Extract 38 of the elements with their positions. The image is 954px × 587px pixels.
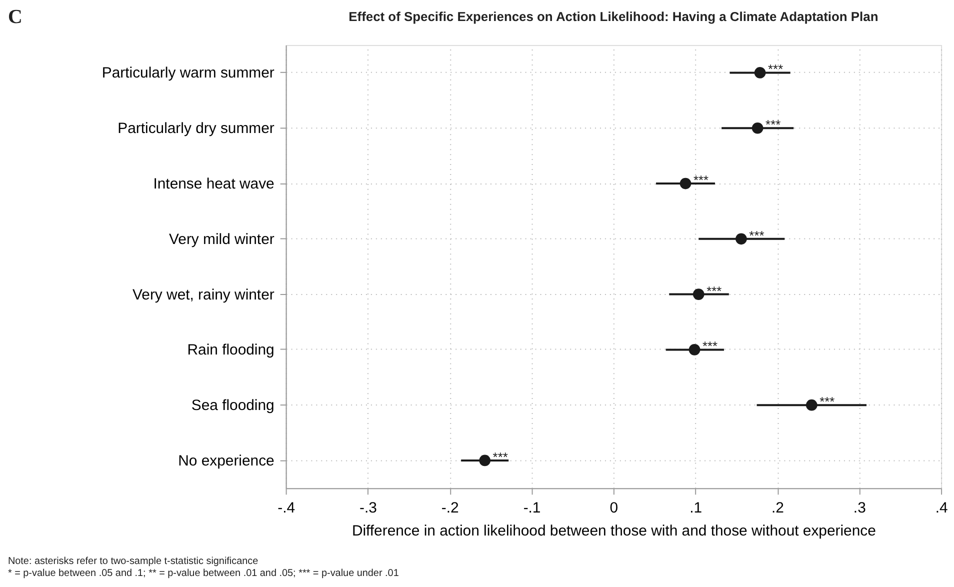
text: * = p-value between .05 and .1; ** = p-value between .01 and .05; *** = p-value under .01 [8, 568, 400, 579]
text: Note: asterisks refer to two-sample t-statistic significance [8, 556, 259, 567]
x-tick-label: .2 [772, 500, 784, 517]
y-tick-label: Sea flooding [191, 397, 274, 414]
y-tick-label: Intense heat wave [153, 175, 274, 192]
x-tick-label: .1 [690, 500, 702, 517]
annotation: *** [702, 338, 718, 354]
x-axis-title: Difference in action likelihood between those with and those without experience [352, 522, 876, 540]
y-tick-label: Very mild winter [169, 230, 274, 248]
annotation: *** [768, 62, 784, 77]
point [688, 344, 700, 356]
text: C [8, 6, 22, 28]
y-tick-label: Particularly warm summer [102, 64, 274, 82]
point [680, 178, 692, 190]
chart-title: Effect of Specific Experiences on Action Likelihood: Having a Climate Adaptation Plan [348, 9, 878, 24]
x-tick-label: -.2 [441, 500, 459, 517]
x-tick-label: -.3 [359, 500, 377, 517]
annotation: *** [706, 283, 722, 298]
annotation: *** [492, 449, 508, 464]
annotation: *** [766, 117, 781, 132]
annotation: *** [749, 228, 764, 243]
annotation: *** [693, 172, 709, 188]
y-tick-label: No experience [178, 452, 274, 470]
point [806, 399, 818, 411]
y-tick-label: Very wet, rainy winter [132, 286, 274, 304]
point [736, 233, 747, 245]
x-tick-label: .3 [853, 500, 866, 517]
point [479, 454, 491, 466]
y-tick-label: Particularly dry summer [118, 120, 274, 138]
point [692, 288, 704, 300]
x-tick-label: -.1 [523, 500, 541, 517]
annotation: *** [820, 394, 835, 410]
y-tick-label: Rain flooding [187, 342, 274, 359]
x-tick-label: .4 [935, 500, 948, 517]
x-tick-label: -.4 [278, 500, 296, 517]
point [754, 67, 766, 78]
x-tick-label: 0 [610, 500, 618, 517]
point [752, 122, 764, 134]
